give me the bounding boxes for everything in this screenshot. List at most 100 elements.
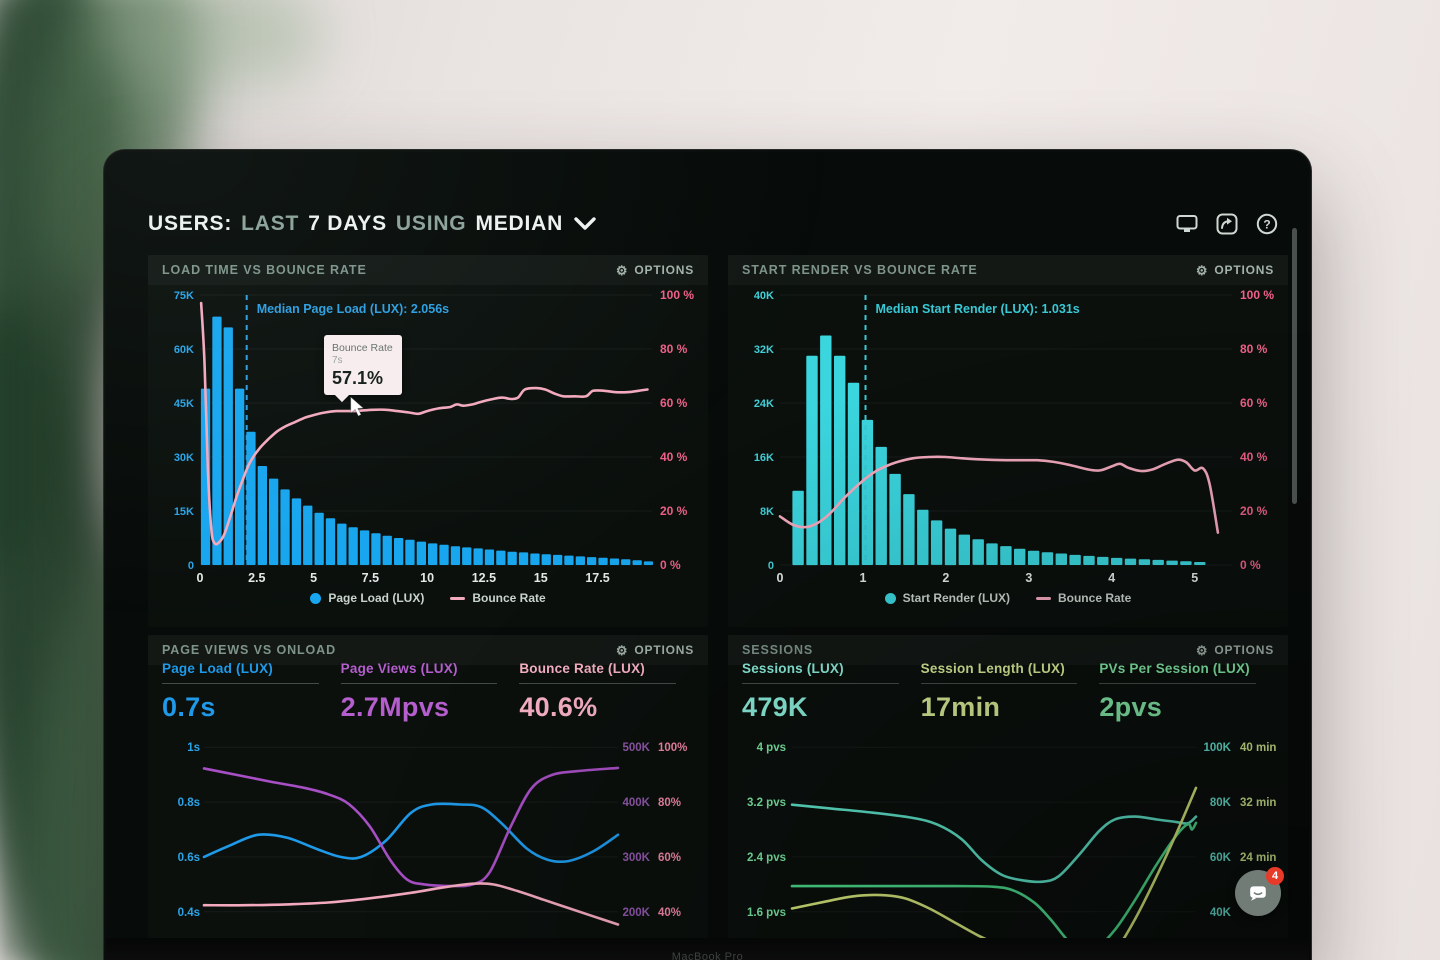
- bar: [291, 498, 302, 565]
- y-axis-left-label: 8K: [760, 506, 774, 518]
- bar: [1027, 550, 1040, 565]
- load-time-vs-bounce-rate-svg: 75K 60K 45K 30K 15K 0 100 % 80 % 60 % 40 % 20 % 0 %…: [174, 288, 695, 585]
- bar: [507, 551, 517, 565]
- bar: [348, 527, 358, 565]
- bar: [587, 557, 597, 565]
- x-axis-label: 5: [1191, 571, 1198, 585]
- y-axis-right-label: 32 min: [1240, 797, 1276, 809]
- y-axis-left-label: 30K: [174, 452, 194, 464]
- bar: [609, 558, 620, 565]
- y-axis-right-label: 80 %: [1240, 342, 1268, 356]
- bar: [1180, 561, 1192, 565]
- y-axis-right-label: 40 %: [660, 450, 688, 464]
- metric-divider: [340, 683, 498, 684]
- y-axis-right-label: 60 %: [660, 396, 688, 410]
- bar: [958, 534, 970, 565]
- options-button[interactable]: ⚙ OPTIONS: [616, 643, 694, 657]
- y-axis-right-label: 60K: [1210, 852, 1232, 864]
- y-axis-left-label: 60K: [174, 344, 194, 356]
- y-axis-right-label: 80K: [1210, 797, 1232, 809]
- bars: [200, 316, 654, 565]
- panel-page-views: PAGE VIEWS VS ONLOAD ⚙ OPTIONS Page Load…: [148, 635, 708, 960]
- bar: [1138, 559, 1151, 565]
- gear-icon: ⚙: [1195, 262, 1209, 278]
- metric-label: Sessions (LUX): [742, 661, 844, 676]
- legend-dot-swatch: [884, 592, 896, 604]
- panel-header: PAGE VIEWS VS ONLOAD ⚙ OPTIONS: [148, 635, 708, 665]
- bar: [930, 520, 943, 565]
- y-axis-left-label: 0.4s: [178, 907, 200, 919]
- x-axis-label: 15: [534, 571, 548, 585]
- tooltip-title: Bounce Rate: [332, 342, 393, 354]
- bar: [269, 478, 279, 565]
- scope-dropdown[interactable]: USERS: LAST 7 DAYS USING MEDIAN: [148, 212, 596, 236]
- bar: [847, 382, 860, 566]
- start-render-chart: 40K 32K 24K 16K 8K 0 100 % 80 % 60 % 40 % 20 % 0 % M…: [734, 287, 1282, 592]
- y-axis-right-label: 200K: [623, 907, 651, 919]
- bar: [553, 554, 563, 565]
- options-button[interactable]: ⚙ OPTIONS: [1196, 643, 1274, 657]
- bar: [632, 560, 642, 565]
- bar: [1194, 562, 1206, 565]
- y-axis-right-label: 500K: [623, 742, 651, 754]
- options-button[interactable]: ⚙ OPTIONS: [1196, 263, 1274, 277]
- y-axis-left-label: 0: [188, 560, 194, 572]
- metric-label: PVs Per Session (LUX): [1099, 661, 1250, 676]
- x-axis-label: 7.5: [362, 571, 379, 585]
- x-axis-label: 10: [420, 571, 434, 585]
- y-axis-right-label: 40 %: [1240, 450, 1268, 464]
- load-time-chart: 75K 60K 45K 30K 15K 0 100 % 80 % 60 % 40 % 20 % 0 %…: [154, 287, 702, 592]
- share-icon[interactable]: [1215, 212, 1239, 236]
- series-line: [790, 821, 1198, 954]
- legend-item[interactable]: Page Load (LUX): [310, 591, 424, 605]
- y-axis-left-label: 16K: [754, 452, 774, 464]
- bar: [1166, 560, 1178, 565]
- legend-item[interactable]: Bounce Rate: [450, 591, 546, 605]
- metric-page-views: Page Views (LUX) 2.7Mpvs: [340, 661, 520, 723]
- gear-icon: ⚙: [1195, 642, 1209, 658]
- legend-label: Start Render (LUX): [902, 591, 1010, 605]
- bar: [405, 539, 415, 565]
- x-axis-label: 1: [859, 571, 866, 585]
- sessions-svg: 4 pvs 3.2 pvs 2.4 pvs 1.6 pvs 100K 80K 60K 40K 4…: [747, 742, 1276, 960]
- bar: [223, 327, 233, 565]
- options-button[interactable]: ⚙ OPTIONS: [616, 263, 694, 277]
- bar: [235, 388, 245, 565]
- y-axis-right-label: 100 %: [1240, 288, 1274, 302]
- bar: [416, 541, 426, 565]
- help-icon[interactable]: ?: [1255, 212, 1279, 236]
- bar: [598, 557, 608, 565]
- bar: [1097, 556, 1109, 565]
- y-axis-right-label: 20 %: [660, 504, 688, 518]
- bar: [875, 446, 887, 565]
- metric-label: Page Views (LUX): [340, 661, 458, 676]
- display-icon[interactable]: [1175, 212, 1199, 236]
- panel-title: LOAD TIME VS BOUNCE RATE: [162, 263, 367, 277]
- series-line: [202, 802, 620, 864]
- range-word: LAST: [241, 212, 300, 235]
- x-axis-label: 3: [1025, 571, 1032, 585]
- legend-item[interactable]: Bounce Rate: [1035, 591, 1131, 605]
- options-label: OPTIONS: [634, 643, 694, 657]
- metric-value: 479K: [742, 692, 808, 722]
- y-axis-right-label: 40 min: [1240, 742, 1276, 754]
- dashboard: USERS: LAST 7 DAYS USING MEDIAN ?: [106, 152, 1309, 960]
- y-axis-left-label: 15K: [174, 506, 194, 518]
- bar: [518, 552, 529, 565]
- bounce-rate-line: [778, 455, 1220, 534]
- metric-label: Bounce Rate (LUX): [519, 661, 646, 676]
- metric-divider: [519, 683, 677, 684]
- tooltip-bucket: 7s: [332, 355, 343, 366]
- bar: [303, 505, 313, 565]
- legend-item[interactable]: Start Render (LUX): [884, 591, 1010, 605]
- metric-divider: [162, 683, 319, 684]
- scrollbar-thumb[interactable]: [1292, 228, 1297, 504]
- chat-launcher-button[interactable]: 4: [1235, 867, 1284, 916]
- legend-label: Bounce Rate: [472, 591, 546, 605]
- bar: [889, 473, 901, 565]
- metric-divider: [742, 683, 899, 684]
- bar: [314, 512, 324, 565]
- y-axis-right-label: 40%: [658, 907, 681, 919]
- x-axis-label: 2: [942, 571, 949, 585]
- bar: [986, 543, 998, 565]
